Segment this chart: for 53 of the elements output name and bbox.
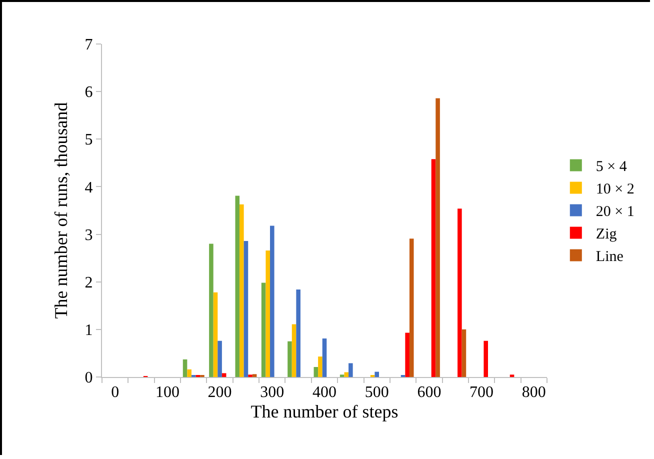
y-tick-label: 0 [84, 370, 93, 387]
bar [484, 340, 488, 377]
bar [314, 367, 318, 377]
x-tick-label: 700 [470, 384, 494, 402]
bar [288, 341, 292, 377]
x-tick-label: 300 [260, 384, 284, 402]
bar [270, 226, 274, 377]
x-axis-title: The number of steps [250, 401, 398, 422]
legend-label: 20 × 1 [596, 204, 634, 220]
x-tick-label: 800 [522, 384, 546, 402]
x-tick-label: 0 [111, 384, 120, 402]
y-tick-label: 1 [84, 322, 93, 340]
x-tick-label: 600 [417, 384, 442, 402]
y-tick-label: 7 [84, 36, 93, 54]
legend-label: Line [596, 249, 624, 266]
bar [405, 332, 410, 377]
bar [409, 238, 414, 377]
bar [218, 340, 222, 377]
bar [213, 292, 218, 377]
y-tick-label: 4 [84, 179, 93, 196]
x-tick-label: 100 [155, 384, 180, 402]
bar [436, 98, 440, 377]
bar [240, 204, 244, 377]
bar [266, 250, 270, 377]
y-tick-label: 5 [84, 132, 93, 149]
y-axis-title: The number of runs, thousand [51, 102, 71, 319]
x-tick-label: 400 [312, 384, 336, 402]
y-tick-label: 6 [84, 84, 93, 102]
bar [222, 373, 226, 377]
bar [187, 369, 192, 377]
bar [374, 372, 379, 377]
bar [344, 372, 349, 377]
bar [235, 196, 240, 377]
bar [209, 244, 214, 377]
bar [296, 289, 300, 377]
legend-label: 5 × 4 [596, 159, 628, 176]
bar [348, 363, 353, 377]
bar [252, 374, 257, 377]
legend-label: 10 × 2 [596, 182, 634, 198]
bar [318, 356, 322, 377]
y-tick-label: 3 [84, 226, 93, 244]
bar [462, 329, 466, 377]
x-tick-label: 200 [208, 384, 232, 402]
x-tick-label: 500 [364, 384, 389, 402]
bar [431, 159, 436, 377]
bar [261, 282, 266, 377]
bar [182, 359, 188, 377]
bar [458, 208, 462, 377]
bar [292, 324, 296, 377]
y-tick-label: 2 [84, 274, 93, 292]
bar [322, 338, 327, 377]
legend-label: Zig [596, 226, 618, 243]
bar [244, 240, 248, 377]
